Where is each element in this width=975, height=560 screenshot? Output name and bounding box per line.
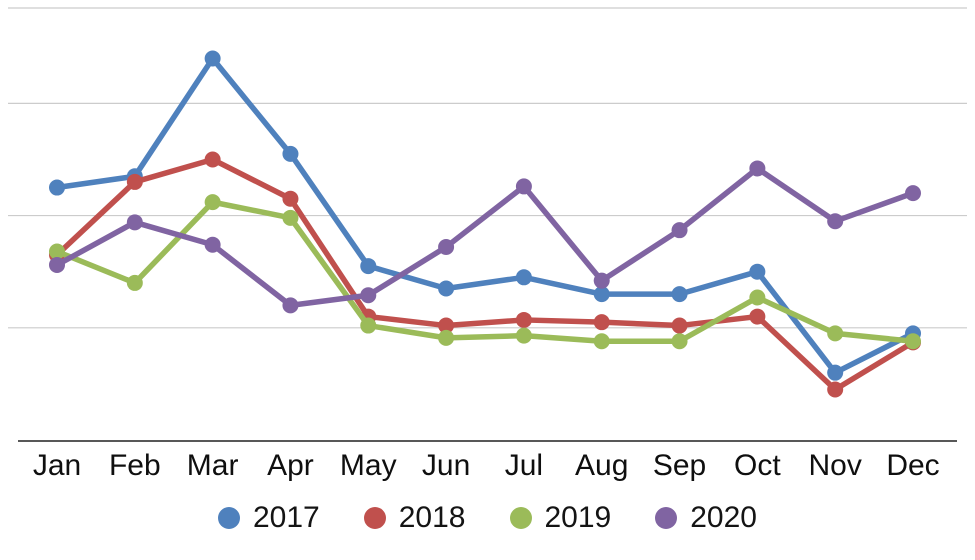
data-point-2017 xyxy=(827,364,844,381)
data-point-2019 xyxy=(49,243,65,260)
data-point-2017 xyxy=(671,286,688,303)
data-point-2020 xyxy=(671,222,688,239)
data-point-2019 xyxy=(438,329,455,346)
data-point-2018 xyxy=(438,317,455,334)
legend-label-2018: 2018 xyxy=(398,501,466,534)
data-point-2019 xyxy=(827,325,844,342)
legend-item-2020: 2020 xyxy=(655,501,757,535)
data-point-2020 xyxy=(49,256,65,273)
legend-item-2019: 2019 xyxy=(509,501,612,535)
data-point-2017 xyxy=(593,286,610,303)
chart-legend: 2017 2018 2019 2020 xyxy=(0,501,975,535)
series-line-2020 xyxy=(54,165,916,309)
legend-label-2019: 2019 xyxy=(544,501,612,534)
data-point-2020 xyxy=(749,160,766,177)
legend-label-2020: 2020 xyxy=(690,501,757,534)
series-line-2019 xyxy=(54,199,916,345)
data-point-2018 xyxy=(204,151,221,168)
data-point-2020 xyxy=(282,297,299,314)
data-point-2020 xyxy=(126,214,143,231)
legend-marker-2018-icon xyxy=(363,507,386,529)
data-point-2017 xyxy=(360,258,377,275)
data-point-2019 xyxy=(593,333,610,350)
data-point-2020 xyxy=(360,287,377,304)
data-point-2019 xyxy=(360,317,377,334)
data-point-2018 xyxy=(749,308,766,325)
data-point-2018 xyxy=(282,190,299,207)
data-point-2017 xyxy=(438,280,455,297)
data-point-2019 xyxy=(749,289,766,306)
data-point-2018 xyxy=(126,173,143,190)
data-point-2020 xyxy=(438,239,455,256)
series-line-2017 xyxy=(54,55,916,376)
data-point-2020 xyxy=(905,185,921,202)
data-point-2020 xyxy=(515,178,532,195)
legend-marker-2019-icon xyxy=(509,507,532,529)
data-point-2019 xyxy=(671,333,688,350)
data-point-2018 xyxy=(515,311,532,328)
data-point-2017 xyxy=(749,263,766,280)
legend-item-2017: 2017 xyxy=(218,501,320,535)
data-point-2018 xyxy=(671,317,688,334)
data-point-2020 xyxy=(204,236,221,253)
legend-marker-2020-icon xyxy=(655,507,678,529)
data-point-2017 xyxy=(49,179,65,196)
legend-marker-2017-icon xyxy=(218,507,240,529)
legend-item-2018: 2018 xyxy=(363,501,466,535)
data-point-2018 xyxy=(593,314,610,331)
data-point-2020 xyxy=(593,272,610,289)
data-point-2019 xyxy=(204,194,221,211)
data-point-2020 xyxy=(827,213,844,230)
data-point-2019 xyxy=(282,209,299,226)
legend-label-2017: 2017 xyxy=(253,501,320,534)
data-point-2018 xyxy=(827,381,844,398)
series-line-2018 xyxy=(54,156,916,393)
data-point-2019 xyxy=(515,327,532,344)
data-point-2017 xyxy=(204,50,221,67)
data-point-2019 xyxy=(126,274,143,291)
data-point-2017 xyxy=(282,145,299,162)
data-point-2019 xyxy=(905,333,921,350)
data-point-2017 xyxy=(515,269,532,286)
